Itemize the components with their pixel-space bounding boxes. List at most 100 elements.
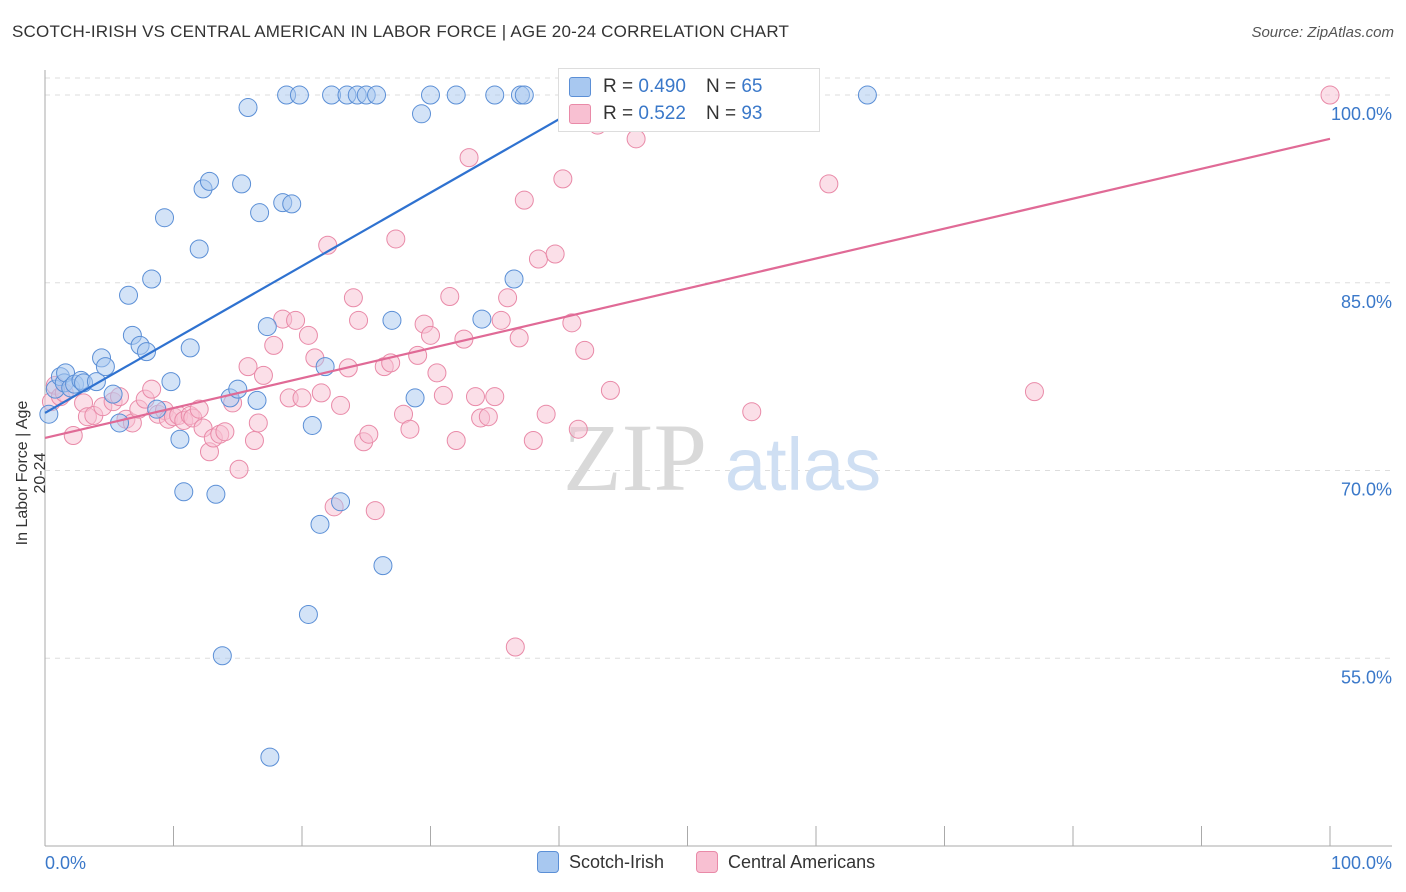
data-point-central-americans (440, 287, 460, 307)
data-point-scotch-irish (155, 208, 175, 228)
data-point-central-americans (400, 419, 420, 439)
tick-labels: 55.0% 70.0% 85.0% 100.0% 0.0% 100.0% (45, 104, 1392, 873)
legend-n-value: 93 (741, 103, 763, 124)
data-point-central-americans (331, 395, 351, 415)
data-point-central-americans (349, 310, 369, 330)
data-point-central-americans (286, 310, 306, 330)
legend-row-scotch-irish: R = 0.490 N = 65 (569, 75, 762, 99)
data-point-scotch-irish (405, 388, 425, 408)
data-point-central-americans (427, 363, 447, 383)
legend-label-scotch-irish: Scotch-Irish (569, 851, 665, 872)
data-point-central-americans (459, 148, 479, 168)
data-point-scotch-irish (247, 390, 267, 410)
data-point-scotch-irish (298, 604, 318, 624)
legend-r-label: R = (603, 76, 634, 97)
data-point-scotch-irish (514, 85, 534, 105)
data-point-central-americans (562, 313, 582, 333)
data-point-central-americans (514, 190, 534, 210)
trend-lines (44, 81, 1331, 440)
data-point-central-americans (491, 310, 511, 330)
data-point-central-americans (253, 365, 273, 385)
data-point-central-americans (523, 430, 543, 450)
watermark-atlas: atlas (725, 423, 881, 506)
data-point-central-americans (215, 422, 235, 442)
data-point-central-americans (189, 399, 209, 419)
data-point-central-americans (365, 501, 385, 521)
legend-n-label: N = (705, 76, 737, 97)
data-point-central-americans (238, 357, 258, 377)
series-central-americans (41, 85, 1340, 657)
data-point-scotch-irish (189, 239, 209, 259)
y-tick-label: 70.0% (1341, 480, 1392, 500)
data-point-scotch-irish (238, 98, 258, 118)
data-point-scotch-irish (504, 269, 524, 289)
y-tick-label: 85.0% (1341, 292, 1392, 312)
data-point-scotch-irish (421, 85, 440, 105)
data-point-central-americans (545, 244, 565, 264)
data-point-central-americans (742, 402, 762, 422)
data-point-scotch-irish (446, 85, 466, 105)
data-point-central-americans (421, 325, 440, 345)
data-point-scotch-irish (412, 104, 432, 124)
data-point-central-americans (248, 413, 268, 433)
chart-title: SCOTCH-IRISH VS CENTRAL AMERICAN IN LABO… (12, 22, 790, 41)
legend-row-central-americans: R = 0.522 N = 93 (569, 102, 762, 126)
data-point-central-americans (359, 424, 379, 444)
watermark-zip: ZIP (563, 404, 707, 511)
data-point-scotch-irish (95, 357, 115, 377)
data-point-scotch-irish (137, 342, 157, 362)
data-point-central-americans (575, 340, 595, 360)
legend-swatch-pink (696, 851, 719, 873)
data-point-central-americans (229, 459, 249, 479)
legend-label-central-americans: Central Americans (728, 851, 876, 872)
data-point-central-americans (498, 288, 518, 308)
data-point-central-americans (1024, 382, 1044, 402)
data-point-scotch-irish (232, 174, 252, 194)
data-point-central-americans (264, 335, 284, 355)
data-point-scotch-irish (103, 384, 123, 404)
data-point-central-americans (244, 430, 264, 450)
data-point-central-americans (505, 637, 525, 657)
data-point-central-americans (478, 407, 498, 427)
legend-swatch-pink (569, 104, 591, 124)
axes (44, 70, 1392, 847)
x-tick-label: 0.0% (45, 853, 86, 873)
data-point-central-americans (292, 388, 312, 408)
legend-r-value: 0.522 (638, 103, 686, 124)
trend-line-central-americans (44, 137, 1331, 440)
data-point-central-americans (433, 385, 453, 405)
data-point-central-americans (465, 387, 485, 407)
data-point-scotch-irish (260, 747, 280, 767)
legend-n-label: N = (705, 103, 737, 124)
data-point-scotch-irish (367, 85, 387, 105)
legend-swatch-blue (569, 77, 591, 97)
legend-r-label: R = (603, 103, 634, 124)
data-point-central-americans (446, 430, 466, 450)
data-point-scotch-irish (331, 492, 351, 512)
series-legend: Scotch-Irish Central Americans (537, 851, 907, 873)
data-point-scotch-irish (161, 372, 181, 392)
data-point-scotch-irish (373, 556, 393, 576)
legend-r-value: 0.490 (638, 76, 686, 97)
y-tick-label: 55.0% (1341, 667, 1392, 687)
data-point-scotch-irish (170, 429, 190, 449)
data-point-scotch-irish (39, 404, 59, 424)
data-point-scotch-irish (257, 317, 277, 337)
data-point-scotch-irish (142, 269, 162, 289)
data-point-central-americans (626, 129, 646, 149)
y-tick-label: 100.0% (1331, 104, 1392, 124)
legend-item-central-americans[interactable]: Central Americans (696, 851, 875, 873)
data-point-scotch-irish (212, 646, 232, 666)
stats-legend: R = 0.490 N = 65 R = 0.522 N = 93 (558, 68, 820, 132)
data-point-central-americans (536, 404, 556, 424)
legend-item-scotch-irish[interactable]: Scotch-Irish (537, 851, 664, 873)
x-tick-label: 100.0% (1331, 853, 1392, 873)
data-point-central-americans (568, 419, 588, 439)
data-point-central-americans (386, 229, 406, 249)
data-point-scotch-irish (206, 484, 226, 504)
data-point-central-americans (509, 328, 529, 348)
data-point-central-americans (819, 174, 839, 194)
data-point-scotch-irish (180, 338, 200, 358)
data-point-central-americans (1320, 85, 1340, 105)
